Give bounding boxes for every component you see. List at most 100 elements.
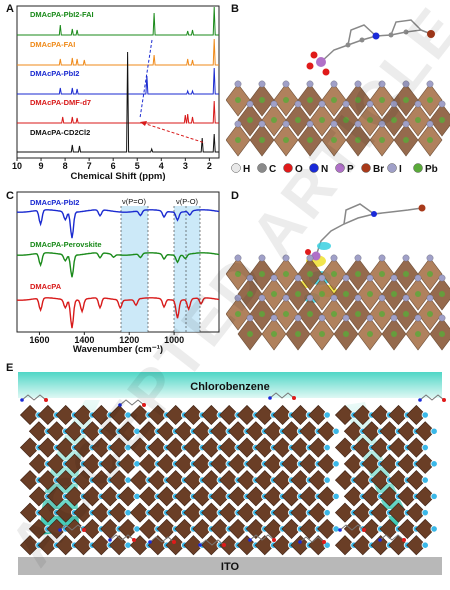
grain-octahedron (64, 518, 85, 539)
grain-octahedron (138, 518, 159, 539)
grain-octahedron (46, 453, 67, 474)
grain-octahedron (263, 486, 284, 507)
grain-octahedron (64, 421, 85, 442)
grain-octahedron (272, 470, 293, 491)
grain-octahedron (73, 470, 94, 491)
grain-octahedron (290, 437, 311, 458)
blue-dashed-line (139, 39, 153, 119)
grain-octahedron (174, 421, 195, 442)
grain-octahedron (91, 535, 112, 556)
panel-e-label: E (6, 362, 14, 374)
grain-octahedron (245, 421, 266, 442)
grain-octahedron (46, 486, 67, 507)
grain-octahedron (397, 518, 418, 539)
grain-octahedron (138, 453, 159, 474)
grain-octahedron (91, 470, 112, 491)
grain-octahedron (109, 404, 130, 426)
ftir-tick-label: 1400 (74, 335, 94, 345)
perovskite-slab-b (226, 80, 450, 157)
grain-octahedron (308, 404, 329, 426)
grain-octahedron (100, 453, 121, 474)
grain-octahedron (55, 535, 76, 556)
grain-octahedron (192, 453, 213, 474)
grain-octahedron (228, 518, 249, 539)
molecule-sketch (199, 539, 225, 546)
grain-octahedron (82, 453, 103, 474)
grain-octahedron (183, 502, 204, 523)
nmr-label-3: DMAcPA-DMF-d7 (30, 98, 92, 107)
nmr-tick-label: 8 (63, 161, 68, 171)
legend-swatch-pb (413, 163, 423, 173)
grain-octahedron (245, 453, 266, 474)
molecule-sketch (21, 394, 47, 401)
grain-octahedron (343, 486, 364, 507)
grain-octahedron (245, 518, 266, 539)
grain-octahedron (82, 486, 103, 507)
grain-octahedron (219, 535, 240, 556)
grain-octahedron (183, 535, 204, 556)
grain-octahedron (352, 404, 373, 426)
grain-octahedron (118, 486, 139, 507)
grain-octahedron (109, 437, 130, 458)
grain-octahedron (156, 486, 177, 507)
grain-octahedron (64, 453, 85, 474)
legend-swatch-br (361, 163, 371, 173)
grain-octahedron (201, 502, 222, 523)
legend-label-o: O (295, 164, 303, 175)
molecule-sketch (109, 534, 135, 541)
grain-octahedron (308, 437, 329, 458)
panel-d-label: D (231, 190, 239, 202)
grain-octahedron (343, 421, 364, 442)
grain-octahedron (100, 486, 121, 507)
panel-b-label: B (231, 3, 239, 15)
molecule-sketch (269, 392, 295, 399)
element-legend: H C O N P Br I Pb (231, 163, 438, 175)
grain-octahedron (210, 421, 231, 442)
grain-octahedron (64, 486, 85, 507)
grain-octahedron (415, 421, 436, 442)
perovskite-grains (19, 404, 438, 556)
grain-octahedron (388, 470, 409, 491)
legend-swatch-p (335, 163, 345, 173)
molecule-b-atoms (306, 29, 435, 76)
ito-layer (18, 557, 442, 575)
grain-octahedron (281, 518, 302, 539)
charge-density-structure-d (226, 203, 450, 351)
grain-octahedron (370, 535, 391, 556)
nmr-xticks: 10 9 8 7 6 5 4 3 2 (12, 158, 212, 171)
grain-octahedron (281, 486, 302, 507)
molecule-sketch (299, 536, 325, 543)
grain-octahedron (272, 502, 293, 523)
grain-octahedron (37, 437, 58, 458)
chlorobenzene-layer (18, 372, 442, 398)
nmr-trace-4 (17, 51, 219, 153)
grain-octahedron (388, 437, 409, 458)
grain-octahedron (55, 502, 76, 523)
grain-octahedron (236, 535, 257, 556)
grain-octahedron (236, 437, 257, 458)
grain-octahedron (281, 421, 302, 442)
grain-octahedron (174, 486, 195, 507)
grain-octahedron (183, 470, 204, 491)
grain-octahedron (210, 453, 231, 474)
grain-octahedron (415, 486, 436, 507)
grain-octahedron (343, 453, 364, 474)
grain-octahedron (19, 404, 41, 426)
grain-octahedron (219, 404, 240, 426)
ftir-chart: ν(P=O) ν(P-O) 1600 1400 1200 1000 Wavenumbe… (16, 191, 220, 355)
grain-octahedron (82, 518, 103, 539)
grain-octahedron (290, 404, 311, 426)
band-label-po-single: ν(P-O) (176, 197, 199, 206)
grain-octahedron (73, 535, 94, 556)
grain-octahedron (219, 502, 240, 523)
nmr-trace-3 (17, 100, 219, 124)
grain-octahedron (317, 518, 338, 539)
grain-octahedron (415, 518, 436, 539)
grain-octahedron (19, 470, 41, 491)
grain-octahedron (397, 486, 418, 507)
grain-octahedron (228, 421, 249, 442)
ftir-xlabel: Wavenumber (cm⁻¹) (73, 344, 163, 355)
ftir-label-2: DMAcPA (30, 282, 62, 291)
grain-octahedron (299, 486, 320, 507)
legend-swatch-i (387, 163, 397, 173)
